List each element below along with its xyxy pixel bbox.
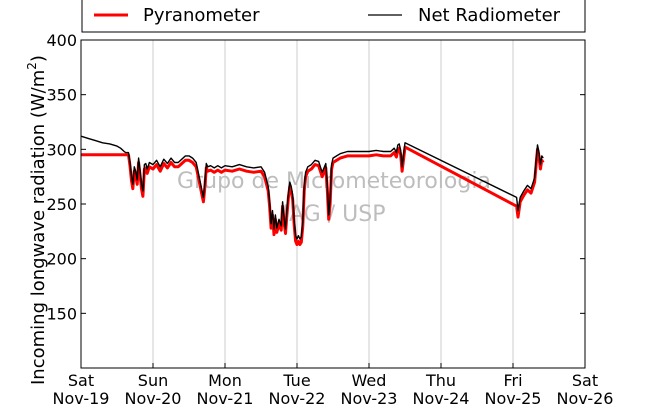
x-tick-label-day: Tue [282, 371, 310, 390]
y-tick-label: 350 [46, 86, 77, 105]
x-tick-label-date: Nov-19 [53, 389, 110, 408]
x-tick-label-day: Mon [208, 371, 242, 390]
legend-box [81, 0, 586, 33]
y-tick-label: 300 [46, 140, 77, 159]
y-tick-label: 250 [46, 195, 77, 214]
x-tick-label-day: Thu [425, 371, 456, 390]
plot-area [81, 40, 585, 368]
y-axis-title: Incoming longwave radiation (W/m2) [25, 55, 49, 385]
grid [152, 40, 514, 368]
x-tick-label-day: Sat [572, 371, 598, 390]
legend-label-pyranometer: Pyranometer [143, 5, 260, 26]
watermark-line-2: IAG / USP [283, 202, 386, 227]
legend-label-net-radiometer: Net Radiometer [418, 5, 561, 26]
series-line-net-radiometer [80, 135, 544, 240]
y-tick-label: 400 [46, 31, 77, 50]
x-axis: SatNov-19SunNov-20MonNov-21TueNov-22WedN… [53, 363, 614, 408]
y-tick-label: 200 [46, 250, 77, 269]
x-tick-label-date: Nov-25 [485, 389, 542, 408]
y-axis: 150 200 250 300 350 400 [46, 31, 585, 323]
x-tick-label-day: Wed [352, 371, 387, 390]
y-axis-title-main: Incoming longwave radiation (W/m [28, 70, 49, 385]
x-tick-label-date: Nov-23 [341, 389, 398, 408]
y-tick-label: 150 [46, 304, 77, 323]
series-line-pyranometer [81, 145, 545, 246]
watermark-line-1: Grupo de Micrometeorologia [177, 169, 491, 194]
x-tick-label-date: Nov-26 [557, 389, 614, 408]
y-axis-title-sup: 2 [25, 62, 39, 70]
x-tick-label-date: Nov-21 [197, 389, 254, 408]
y-axis-title-close: ) [28, 55, 49, 62]
x-tick-label-date: Nov-22 [269, 389, 326, 408]
x-tick-label-day: Fri [503, 371, 522, 390]
x-tick-label-date: Nov-20 [125, 389, 182, 408]
x-tick-label-day: Sat [68, 371, 94, 390]
series-lines [80, 135, 545, 246]
x-tick-label-date: Nov-24 [413, 389, 470, 408]
x-tick-label-day: Sun [138, 371, 168, 390]
